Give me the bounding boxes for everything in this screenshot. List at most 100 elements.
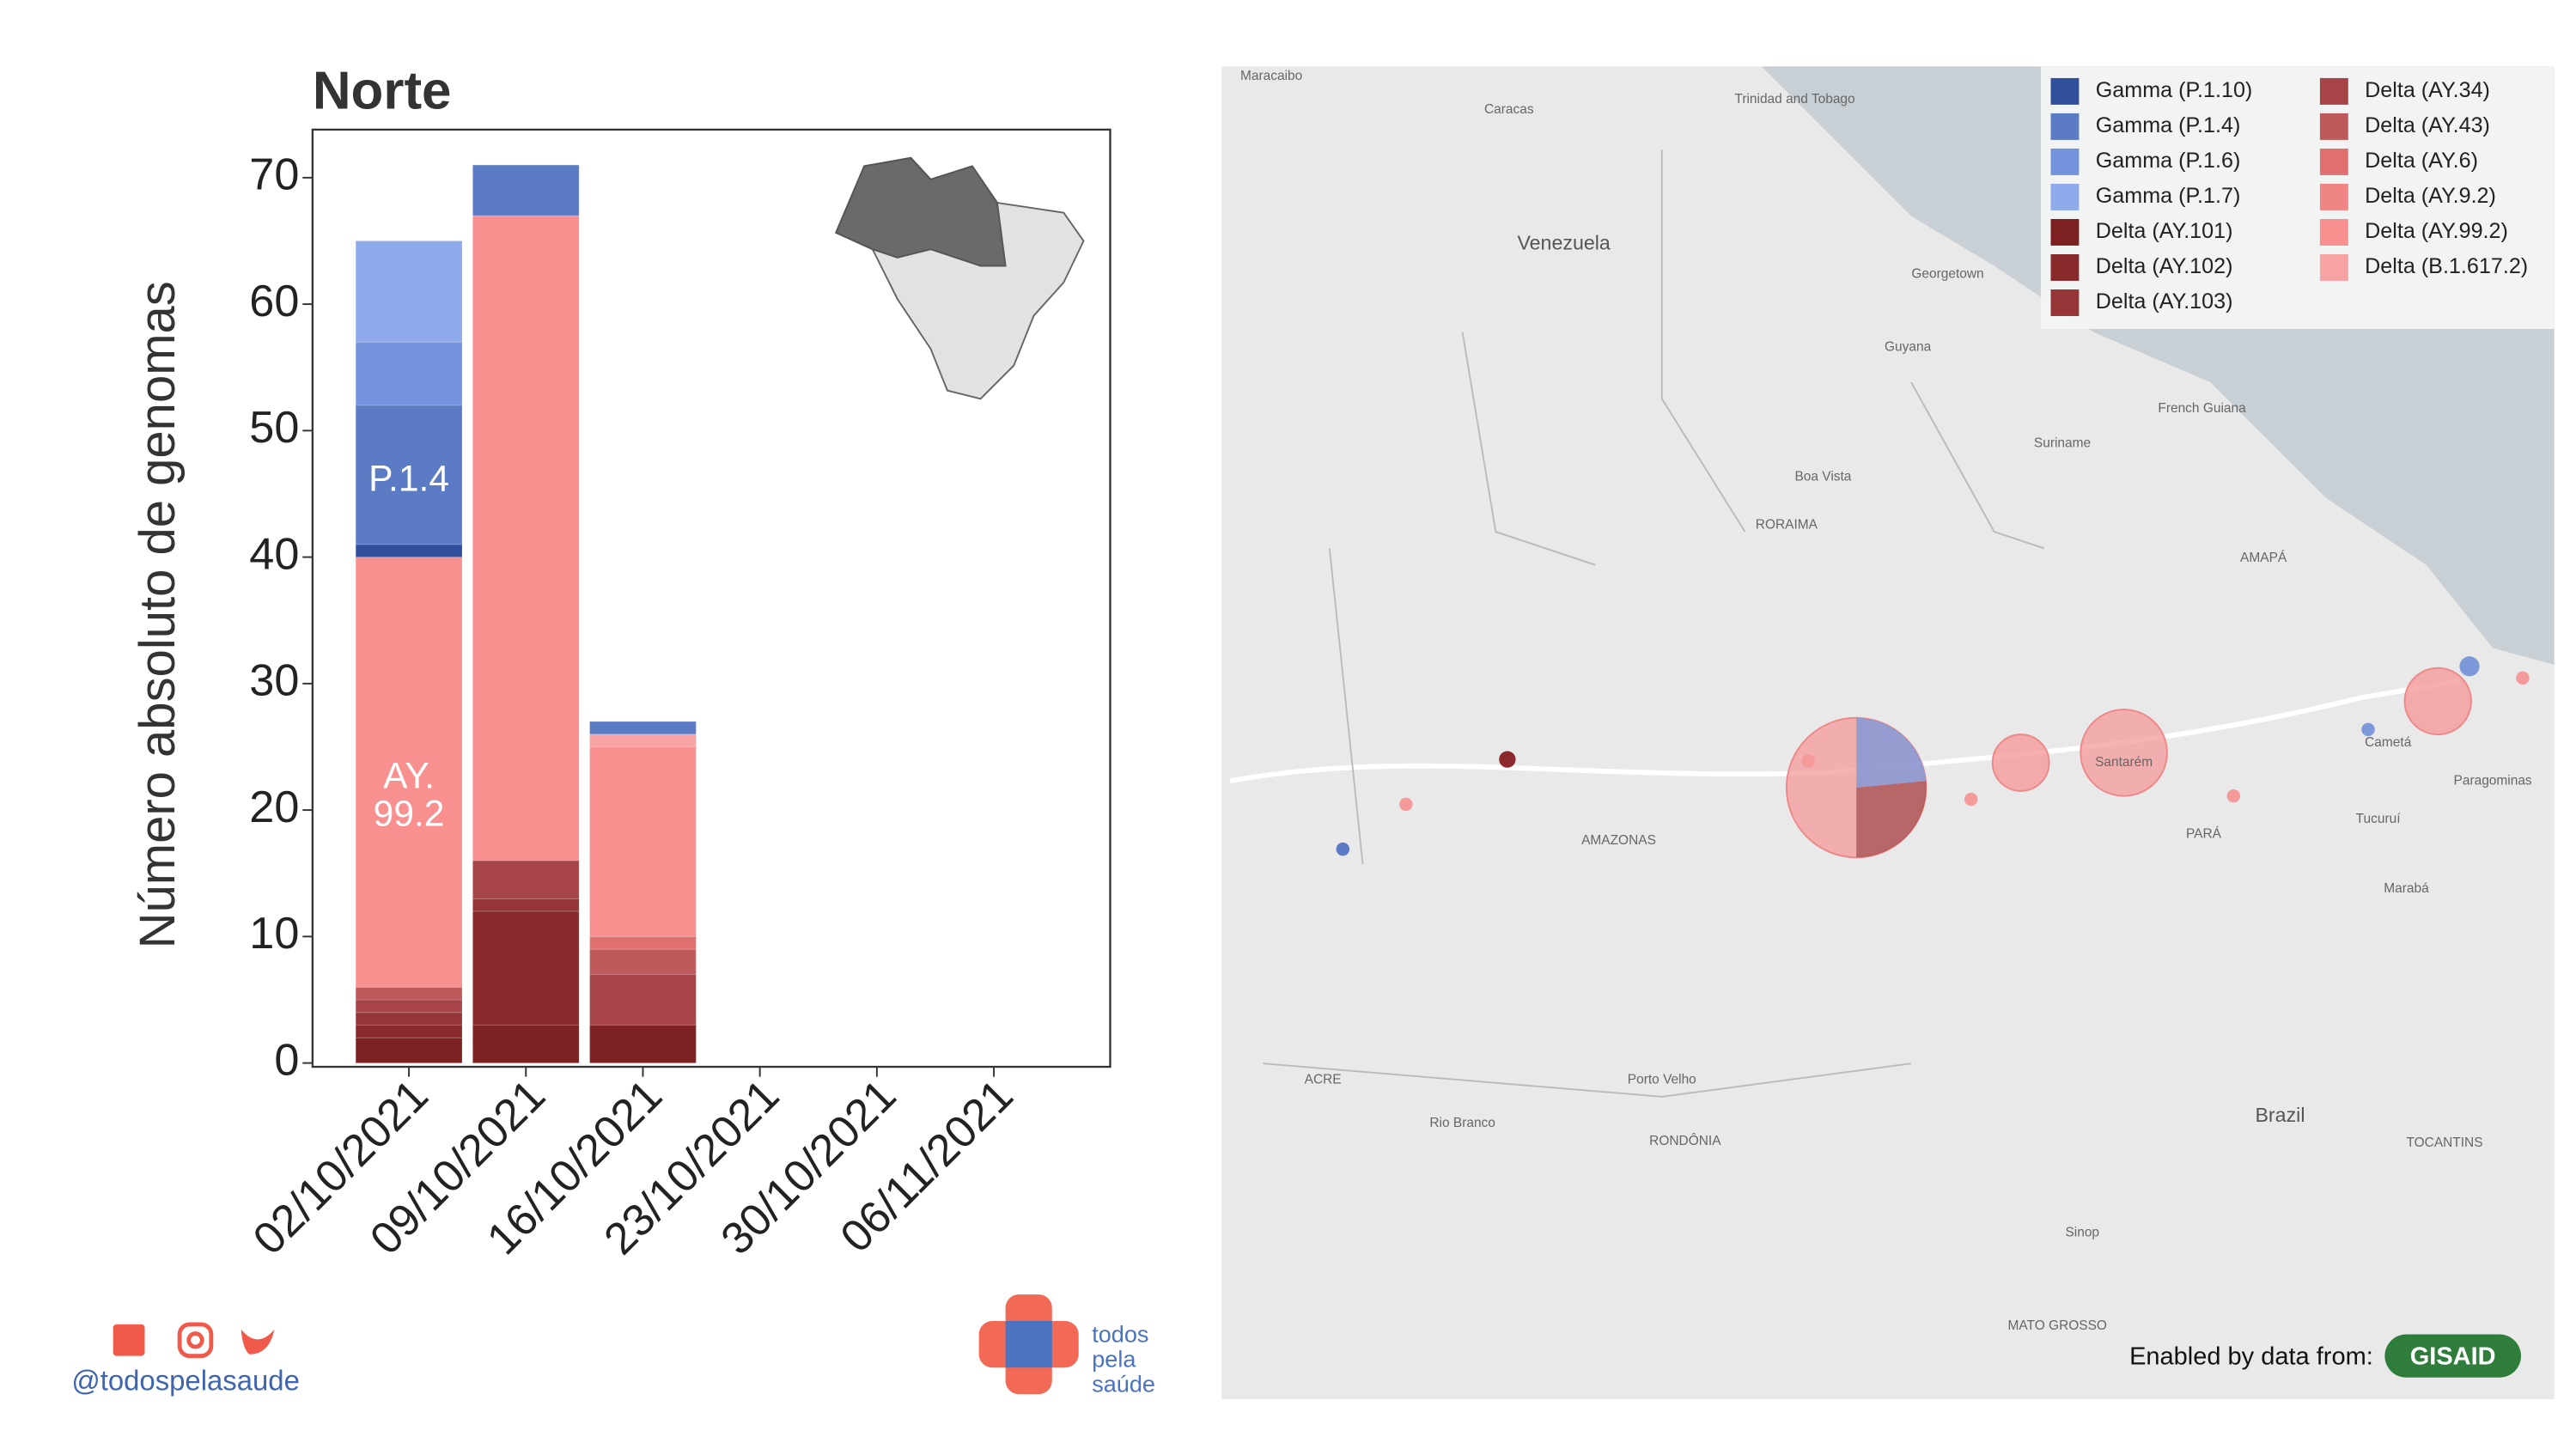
map-label: Rio Branco <box>1429 1116 1495 1130</box>
legend-label: Delta (AY.99.2) <box>2365 219 2508 243</box>
y-axis-label: Número absoluto de genomas <box>130 281 186 948</box>
pie <box>2080 709 2168 797</box>
map: GISAID Enabled by data from: <box>1221 66 2555 1399</box>
y-tick-label: 0 <box>274 1035 299 1085</box>
pie <box>1499 751 1516 768</box>
map-label: PARÁ <box>2186 826 2222 841</box>
chart-title: Norte <box>313 62 452 121</box>
pie-slice <box>1856 717 1927 788</box>
y-tick-label: 40 <box>249 529 299 579</box>
pie <box>1801 754 1815 768</box>
y-tick-label: 50 <box>249 403 299 453</box>
legend-label: Delta (B.1.617.2) <box>2365 254 2528 278</box>
legend-label: Delta (AY.43) <box>2365 113 2490 137</box>
y-tick-label: 70 <box>249 150 299 200</box>
pie <box>1964 792 1978 807</box>
bar-segment <box>472 1024 580 1064</box>
bar-segment <box>355 986 463 1001</box>
legend-label: Gamma (P.1.7) <box>2096 184 2241 208</box>
map-label: Paragominas <box>2454 773 2532 788</box>
map-label: Cametá <box>2365 735 2412 750</box>
bar-segment <box>472 910 580 1026</box>
gisaid-logo <box>2384 1334 2521 1378</box>
bar-segment <box>355 1012 463 1026</box>
legend-label: Gamma (P.1.4) <box>2096 113 2241 137</box>
legend-label: Delta (AY.34) <box>2365 78 2490 102</box>
logo-text: todos <box>1092 1321 1148 1348</box>
legend-label: Delta (AY.103) <box>2096 289 2233 314</box>
gisaid-text: GISAID <box>2410 1342 2496 1370</box>
map-label: TOCANTINS <box>2406 1135 2482 1150</box>
pie <box>2361 722 2375 737</box>
legend-swatch <box>2050 218 2080 246</box>
bar-segment <box>355 341 463 406</box>
map-label: Sinop <box>2065 1226 2099 1240</box>
bar-segment <box>588 973 697 1026</box>
pie-slice <box>1856 781 1927 858</box>
legend-swatch <box>2050 113 2080 140</box>
map-label: MATO GROSSO <box>2008 1318 2107 1333</box>
bar-segment <box>355 557 463 988</box>
bar-segment <box>355 1037 463 1064</box>
pie <box>1336 842 1350 856</box>
map-label: Boa Vista <box>1794 469 1851 484</box>
legend-swatch <box>2319 77 2348 105</box>
annotation: 99.2 <box>374 794 445 835</box>
bar-segment <box>588 746 697 937</box>
social-icons <box>113 1322 275 1359</box>
legend-label: Delta (AY.102) <box>2096 254 2233 278</box>
logo-text: pela <box>1092 1346 1136 1373</box>
map-label: ACRE <box>1305 1073 1342 1087</box>
bar-segment <box>588 948 697 976</box>
pie <box>1399 797 1413 812</box>
legend-swatch <box>2319 113 2348 140</box>
legend-swatch <box>2050 183 2080 210</box>
map-label: Trinidad and Tobago <box>1734 92 1854 107</box>
legend-label: Delta (AY.9.2) <box>2365 184 2496 208</box>
map-label: Tucuruí <box>2356 812 2402 826</box>
map-label: French Guiana <box>2158 401 2246 416</box>
legend-swatch <box>2319 148 2348 175</box>
bar-segment <box>472 860 580 899</box>
legend-swatch <box>2050 77 2080 105</box>
annotation: AY. <box>383 756 435 797</box>
map-label: Marabá <box>2384 881 2429 896</box>
legend-label: Gamma (P.1.10) <box>2096 78 2253 102</box>
bar-segment <box>588 734 697 748</box>
map-label: Maracaibo <box>1240 69 1302 83</box>
footer-handle: @todospelasaude <box>71 1364 300 1396</box>
pie <box>2459 656 2480 677</box>
pie <box>2226 788 2241 803</box>
bar-segment <box>355 240 463 343</box>
legend-label: Delta (AY.101) <box>2096 219 2233 243</box>
bar-segment <box>588 721 697 735</box>
map-label: Guyana <box>1885 339 1932 354</box>
map-label: Suriname <box>2034 436 2091 451</box>
bar-segment <box>588 935 697 950</box>
map-label: Caracas <box>1484 102 1534 117</box>
legend-label: Delta (AY.6) <box>2365 149 2478 173</box>
bar-segment <box>355 999 463 1014</box>
legend-swatch <box>2319 253 2348 281</box>
y-tick-label: 60 <box>249 277 299 326</box>
pie <box>2516 671 2530 685</box>
map-label: Brazil <box>2255 1104 2305 1126</box>
legend-swatch <box>2050 148 2080 175</box>
map-label: AMAZONAS <box>1581 833 1656 848</box>
annotation: P.1.4 <box>368 459 449 500</box>
map-label: Santarém <box>2095 755 2153 770</box>
bar-segment <box>355 405 463 545</box>
bar-segment <box>472 215 580 861</box>
map-label: Venezuela <box>1517 232 1610 254</box>
y-tick-label: 10 <box>249 909 299 959</box>
bar-segment <box>355 1024 463 1038</box>
map-label: AMAPÁ <box>2240 551 2287 565</box>
logo <box>978 1294 1079 1395</box>
pie <box>1991 734 2050 792</box>
logo-text: saúde <box>1092 1371 1155 1397</box>
map-label: Georgetown <box>1911 266 1983 281</box>
legend-swatch <box>2319 218 2348 246</box>
y-tick-label: 20 <box>249 782 299 832</box>
